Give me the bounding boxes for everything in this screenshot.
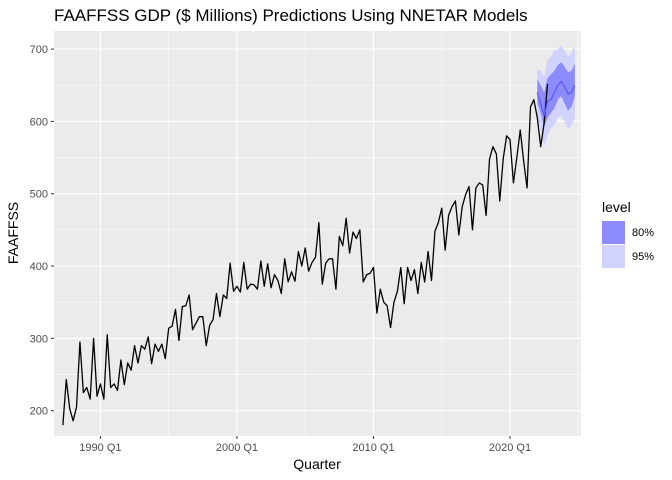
legend-label-80: 80% bbox=[632, 227, 654, 239]
x-tick-label: 2010 Q1 bbox=[352, 442, 394, 454]
x-axis-ticks: 1990 Q1 2000 Q1 2010 Q1 2020 Q1 bbox=[79, 436, 531, 454]
legend-key-80 bbox=[602, 221, 625, 244]
y-axis-ticks: 200 300 400 500 600 700 bbox=[30, 44, 54, 418]
legend-title: level bbox=[602, 199, 631, 215]
x-axis-title: Quarter bbox=[293, 456, 341, 472]
legend: level 80% 95% bbox=[602, 199, 654, 268]
series-lines bbox=[62, 80, 576, 426]
y-tick-label: 300 bbox=[30, 333, 48, 345]
legend-key-95 bbox=[602, 245, 625, 268]
x-tick-label: 1990 Q1 bbox=[79, 442, 121, 454]
forecast-mean-line bbox=[536, 80, 576, 117]
y-axis-title: FAAFFSS bbox=[5, 202, 21, 264]
y-tick-label: 700 bbox=[30, 44, 48, 56]
forecast-band-80 bbox=[537, 62, 575, 128]
gridlines bbox=[54, 31, 581, 436]
series-line-observed bbox=[62, 83, 549, 426]
x-tick-label: 2000 Q1 bbox=[216, 442, 258, 454]
chart-title: FAAFFSS GDP ($ Millions) Predictions Usi… bbox=[54, 6, 528, 25]
y-tick-label: 200 bbox=[30, 406, 48, 418]
forecast-bands bbox=[537, 45, 575, 147]
y-tick-label: 400 bbox=[30, 261, 48, 273]
y-tick-label: 600 bbox=[30, 116, 48, 128]
legend-label-95: 95% bbox=[632, 251, 654, 263]
y-tick-label: 500 bbox=[30, 189, 48, 201]
x-tick-label: 2020 Q1 bbox=[489, 442, 531, 454]
